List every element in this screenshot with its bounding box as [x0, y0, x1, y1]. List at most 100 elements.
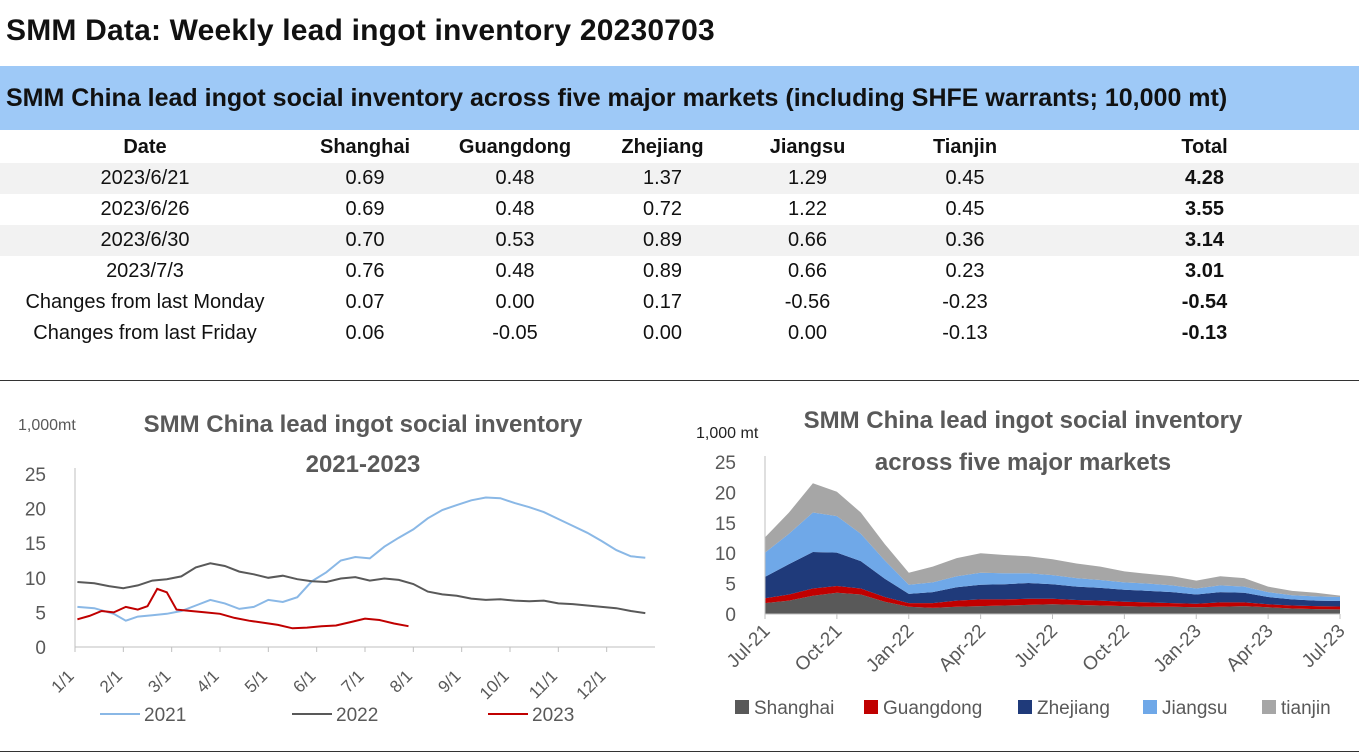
header-date: Date: [123, 136, 167, 158]
cell-shanghai: 0.07: [290, 287, 440, 318]
legend-label-2023: 2023: [532, 705, 574, 726]
cell-jiangsu: 1.29: [735, 163, 880, 194]
cell-zhejiang: 0.72: [643, 198, 682, 220]
cell-guangdong: 0.48: [495, 198, 535, 220]
cell-guangdong: 0.48: [440, 163, 590, 194]
legend-swatch-Shanghai: [735, 700, 749, 714]
x-tick-label: 11/1: [525, 666, 561, 702]
chart-title: SMM China lead ingot social inventory: [804, 407, 1243, 434]
cell-tianjin: 0.45: [945, 198, 985, 220]
x-tick-label: 7/1: [338, 666, 368, 696]
area-Zhejiang: [765, 552, 1340, 607]
cell-zhejiang: 0.00: [590, 318, 735, 349]
inventory-table: Date Shanghai Guangdong Zhejiang Jiangsu…: [0, 132, 1359, 349]
cell-tianjin: 0.45: [880, 163, 1050, 194]
cell-tianjin: 0.23: [945, 260, 985, 282]
stacked-area-chart-market-inventory: 1,000 mt SMM China lead ingot social inve…: [696, 407, 1350, 719]
table-row: 2023/6/26 0.69 0.48 0.72 1.22 0.45 3.55: [0, 194, 1359, 225]
y-tick-label: 10: [715, 544, 736, 565]
x-tick-label: Oct-21: [791, 621, 846, 676]
legend-label-2021: 2021: [144, 705, 186, 726]
y-tick-label: 0: [725, 605, 736, 626]
cell-jiangsu: 0.00: [735, 318, 880, 349]
cell-zhejiang: 0.17: [590, 287, 735, 318]
x-tick-label: Apr-22: [935, 621, 990, 676]
cell-date: 2023/7/3: [106, 260, 184, 282]
cell-jiangsu: 0.66: [735, 225, 880, 256]
y-tick-label: 25: [25, 465, 46, 486]
header-zhejiang: Zhejiang: [621, 136, 704, 158]
x-tick-label: 3/1: [144, 666, 174, 696]
chart-title: SMM China lead ingot social inventory: [144, 411, 583, 438]
x-tick-label: Apr-23: [1222, 621, 1277, 676]
cell-total: 3.01: [1185, 260, 1224, 282]
series-line-2023: [77, 587, 409, 630]
header-jiangsu: Jiangsu: [769, 136, 846, 158]
y-tick-label: 10: [25, 569, 46, 590]
legend-label-Jiangsu: Jiangsu: [1162, 698, 1228, 719]
legend-label-Shanghai: Shanghai: [754, 698, 834, 719]
table-row: 2023/6/30 0.70 0.53 0.89 0.66 0.36 3.14: [0, 225, 1359, 256]
series-line-2021: [77, 496, 646, 622]
legend-swatch-tianjin: [1262, 700, 1276, 714]
table-row: 2023/6/21 0.69 0.48 1.37 1.29 0.45 4.28: [0, 163, 1359, 194]
bottom-divider: [0, 751, 1359, 752]
x-tick-label: Jul-23: [1298, 621, 1349, 672]
legend-label-tianjin: tianjin: [1281, 698, 1331, 719]
x-tick-label: 2/1: [96, 666, 126, 696]
cell-zhejiang: 1.37: [590, 163, 735, 194]
x-tick-label: 9/1: [434, 666, 464, 696]
y-axis-unit: 1,000 mt: [696, 425, 759, 442]
x-tick-label: 4/1: [193, 666, 223, 696]
cell-guangdong: -0.05: [440, 318, 590, 349]
cell-date: 2023/6/26: [100, 198, 190, 220]
area-tianjin: [765, 483, 1340, 597]
cell-guangdong: 0.00: [440, 287, 590, 318]
x-tick-label: Jul-22: [1011, 621, 1062, 672]
cell-jiangsu: 1.22: [788, 198, 827, 220]
cell-total: -0.54: [1050, 287, 1359, 318]
cell-date: 2023/6/21: [0, 163, 290, 194]
cell-shanghai: 0.06: [290, 318, 440, 349]
line-chart-yearly-inventory: 1,000mt SMM China lead ingot social inven…: [18, 411, 655, 726]
cell-shanghai: 0.70: [290, 225, 440, 256]
cell-total: 3.14: [1050, 225, 1359, 256]
x-tick-label: Jan-22: [862, 621, 918, 677]
cell-zhejiang: 0.89: [590, 225, 735, 256]
y-tick-label: 5: [725, 575, 736, 596]
cell-tianjin: -0.23: [880, 287, 1050, 318]
cell-shanghai: 0.76: [345, 260, 385, 282]
y-tick-label: 5: [35, 603, 46, 624]
cell-shanghai: 0.69: [290, 163, 440, 194]
table-caption-banner: SMM China lead ingot social inventory ac…: [0, 66, 1359, 130]
y-axis-unit: 1,000mt: [18, 417, 76, 434]
cell-jiangsu: -0.56: [735, 287, 880, 318]
area-Guangdong: [765, 586, 1340, 610]
cell-total: 3.55: [1185, 198, 1224, 220]
legend-swatch-Jiangsu: [1143, 700, 1157, 714]
cell-tianjin: 0.36: [880, 225, 1050, 256]
legend-label-2022: 2022: [336, 705, 378, 726]
x-tick-label: Jan-23: [1150, 621, 1206, 677]
header-guangdong: Guangdong: [458, 136, 572, 158]
cell-total: 4.28: [1050, 163, 1359, 194]
x-tick-label: 5/1: [241, 666, 271, 696]
chart-subtitle: 2021-2023: [306, 451, 421, 478]
chart-subtitle: across five major markets: [875, 449, 1171, 476]
header-total: Total: [1181, 136, 1228, 158]
section-divider: [0, 380, 1359, 381]
area-Jiangsu: [765, 512, 1340, 601]
y-tick-label: 0: [35, 638, 46, 659]
legend-label-Guangdong: Guangdong: [883, 698, 982, 719]
cell-guangdong: 0.48: [495, 260, 535, 282]
cell-guangdong: 0.53: [440, 225, 590, 256]
table-caption: SMM China lead ingot social inventory ac…: [6, 84, 1228, 112]
x-tick-label: Oct-22: [1079, 621, 1134, 676]
cell-total: -0.13: [1050, 318, 1359, 349]
legend-label-Zhejiang: Zhejiang: [1037, 698, 1110, 719]
page-title: SMM Data: Weekly lead ingot inventory 20…: [6, 14, 715, 47]
table-row: Changes from last Monday 0.07 0.00 0.17 …: [0, 287, 1359, 318]
x-tick-label: 8/1: [386, 666, 416, 696]
area-Shanghai: [765, 592, 1340, 614]
cell-tianjin: -0.13: [880, 318, 1050, 349]
